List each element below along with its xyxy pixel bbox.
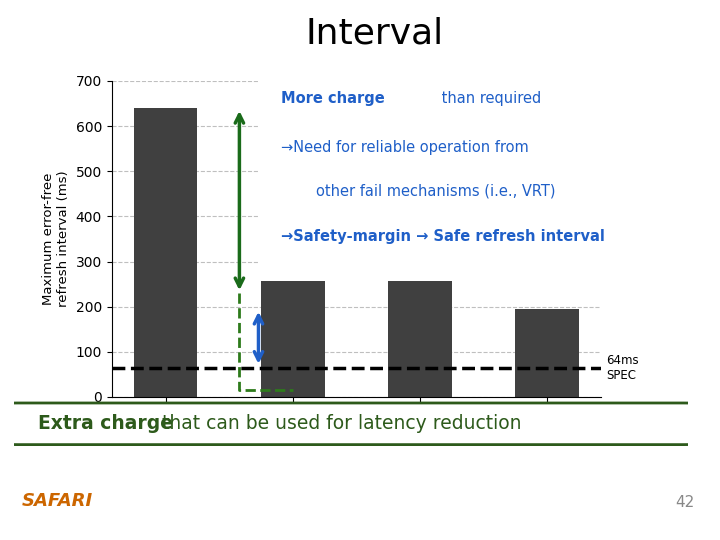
Bar [261, 239, 325, 397]
Bar [134, 108, 197, 397]
FancyBboxPatch shape [246, 63, 707, 285]
Text: →Need for reliable operation from: →Need for reliable operation from [281, 140, 529, 156]
Text: other fail mechanisms (i.e., VRT): other fail mechanisms (i.e., VRT) [316, 184, 556, 199]
Text: 42: 42 [675, 495, 695, 510]
Text: Interval: Interval [305, 16, 444, 50]
Text: More charge: More charge [281, 91, 385, 106]
Bar [388, 266, 451, 397]
Text: →Safety-margin → Safe refresh interval: →Safety-margin → Safe refresh interval [281, 229, 605, 244]
Text: than required: than required [437, 91, 541, 106]
Text: SAFARI: SAFARI [22, 492, 93, 510]
Text: Extra charge: Extra charge [38, 414, 173, 433]
Text: 64ms
SPEC: 64ms SPEC [606, 354, 639, 382]
Text: that can be used for latency reduction: that can be used for latency reduction [156, 414, 521, 433]
Bar [516, 309, 579, 397]
FancyBboxPatch shape [0, 403, 703, 444]
Y-axis label: Maximum error-free
refresh interval (ms): Maximum error-free refresh interval (ms) [42, 171, 70, 307]
